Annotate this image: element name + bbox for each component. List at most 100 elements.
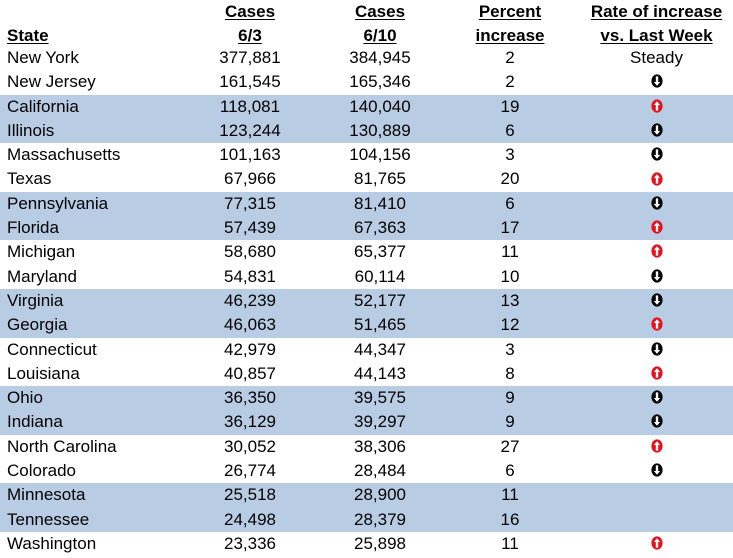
cases-6-10-column-header: Cases 6/10 bbox=[320, 0, 440, 48]
state-cell: Virginia bbox=[7, 290, 64, 310]
rate-text: Steady bbox=[630, 48, 683, 67]
rate-of-increase-cell bbox=[580, 192, 733, 216]
table-row: Ohio 36,350 39,575 9 bbox=[0, 386, 733, 411]
table-row: Maryland 54,831 60,114 10 bbox=[0, 265, 733, 289]
cases-6-3-cell: 40,857 bbox=[224, 363, 276, 383]
down-arrow-icon bbox=[650, 147, 663, 161]
state-cell: Illinois bbox=[7, 120, 55, 140]
state-cell: Massachusetts bbox=[7, 145, 121, 165]
percent-increase-cell: 6 bbox=[505, 120, 515, 140]
percent-increase-cell: 11 bbox=[501, 485, 519, 505]
cases-6-3-cell: 42,979 bbox=[224, 339, 276, 359]
percent-increase-cell: 6 bbox=[505, 193, 515, 213]
percent-increase-cell: 27 bbox=[500, 436, 520, 456]
cases-6-3-cell: 123,244 bbox=[219, 120, 281, 140]
rate-of-increase-cell bbox=[580, 338, 733, 362]
state-cell: California bbox=[7, 96, 79, 116]
cases-6-3-cell: 58,680 bbox=[224, 242, 276, 262]
percent-increase-column-header: Percent increase bbox=[445, 0, 575, 48]
cases-6-3-cell: 101,163 bbox=[219, 145, 281, 165]
rate-of-increase-cell bbox=[580, 313, 733, 337]
cases-6-3-cell: 46,063 bbox=[224, 315, 276, 335]
table-row: Michigan 58,680 65,377 11 bbox=[0, 240, 733, 264]
table-row: Illinois 123,244 130,889 6 bbox=[0, 118, 733, 144]
table-row: Massachusetts 101,163 104,156 3 bbox=[0, 143, 733, 167]
cases-6-10-header-line2: 6/10 bbox=[363, 26, 397, 45]
cases-6-3-cell: 30,052 bbox=[224, 436, 276, 456]
state-cell: Washington bbox=[7, 533, 97, 553]
cases-6-3-cell: 36,129 bbox=[224, 412, 276, 432]
cases-6-3-cell: 77,315 bbox=[224, 193, 276, 213]
percent-increase-cell: 11 bbox=[501, 533, 519, 553]
cases-6-10-cell: 44,347 bbox=[354, 339, 406, 359]
table-row: New York 377,881 384,945 2 Steady bbox=[0, 46, 733, 70]
down-arrow-icon bbox=[650, 463, 663, 477]
percent-increase-cell: 11 bbox=[501, 242, 519, 262]
table-row: Texas 67,966 81,765 20 bbox=[0, 167, 733, 191]
table-row: Indiana 36,129 39,297 9 bbox=[0, 410, 733, 435]
cases-6-3-cell: 24,498 bbox=[224, 509, 276, 529]
cases-6-10-cell: 104,156 bbox=[349, 145, 411, 165]
percent-increase-cell: 2 bbox=[505, 48, 515, 67]
rate-of-increase-cell bbox=[580, 167, 733, 191]
cases-6-10-cell: 38,306 bbox=[354, 436, 406, 456]
percent-increase-cell: 17 bbox=[500, 218, 520, 238]
cases-6-3-cell: 161,545 bbox=[219, 72, 281, 92]
cases-6-3-cell: 377,881 bbox=[219, 48, 281, 67]
rate-of-increase-cell bbox=[580, 410, 733, 434]
cases-6-3-header-line1: Cases bbox=[224, 2, 276, 21]
rate-of-increase-cell bbox=[580, 143, 733, 167]
percent-header-line2: increase bbox=[475, 26, 545, 45]
down-arrow-icon bbox=[650, 74, 663, 88]
cases-6-10-cell: 81,410 bbox=[354, 193, 406, 213]
rate-of-increase-cell bbox=[580, 70, 733, 94]
percent-increase-cell: 8 bbox=[505, 363, 515, 383]
cases-6-10-cell: 44,143 bbox=[354, 363, 406, 383]
cases-6-10-cell: 65,377 bbox=[354, 242, 406, 262]
state-cell: Georgia bbox=[7, 315, 68, 335]
up-arrow-icon bbox=[650, 536, 663, 550]
state-cell: Maryland bbox=[7, 266, 77, 286]
table-row: New Jersey 161,545 165,346 2 bbox=[0, 70, 733, 94]
state-cell: Florida bbox=[7, 218, 59, 238]
rate-of-increase-cell bbox=[580, 119, 733, 143]
percent-increase-cell: 20 bbox=[500, 169, 520, 189]
rate-of-increase-cell bbox=[580, 289, 733, 313]
percent-increase-cell: 6 bbox=[505, 461, 515, 481]
table-row: Washington 23,336 25,898 11 bbox=[0, 532, 733, 556]
rate-of-increase-cell bbox=[580, 435, 733, 459]
down-arrow-icon bbox=[650, 196, 663, 210]
cases-6-3-cell: 67,966 bbox=[224, 169, 276, 189]
rate-of-increase-cell bbox=[580, 362, 733, 386]
state-cell: Minnesota bbox=[7, 485, 86, 505]
rate-of-increase-cell bbox=[580, 240, 733, 264]
cases-6-10-cell: 81,765 bbox=[354, 169, 406, 189]
state-cell: Connecticut bbox=[7, 339, 97, 359]
percent-increase-cell: 16 bbox=[500, 509, 520, 529]
state-cell: North Carolina bbox=[7, 436, 117, 456]
percent-increase-cell: 19 bbox=[500, 96, 520, 116]
cases-6-10-cell: 384,945 bbox=[349, 48, 411, 67]
table-row: Colorado 26,774 28,484 6 bbox=[0, 459, 733, 483]
down-arrow-icon bbox=[650, 414, 663, 429]
cases-6-10-cell: 60,114 bbox=[354, 266, 406, 286]
up-arrow-icon bbox=[650, 171, 663, 186]
rate-of-increase-cell: Steady bbox=[580, 46, 733, 70]
percent-increase-cell: 9 bbox=[505, 388, 515, 408]
up-arrow-icon bbox=[650, 220, 663, 234]
cases-6-10-cell: 51,465 bbox=[354, 315, 406, 335]
down-arrow-icon bbox=[650, 293, 663, 307]
cases-6-3-cell: 23,336 bbox=[224, 533, 276, 553]
rate-header-line2: vs. Last Week bbox=[600, 26, 713, 45]
down-arrow-icon bbox=[650, 390, 663, 404]
percent-increase-cell: 12 bbox=[500, 315, 520, 335]
state-cell: New Jersey bbox=[7, 72, 96, 92]
cases-6-10-cell: 39,575 bbox=[354, 388, 406, 408]
rate-of-increase-column-header: Rate of increase vs. Last Week bbox=[580, 0, 733, 48]
down-arrow-icon bbox=[650, 123, 663, 137]
cases-6-10-header-line1: Cases bbox=[354, 2, 406, 21]
state-cell: Tennessee bbox=[7, 509, 90, 529]
state-cell: New York bbox=[7, 48, 79, 67]
percent-increase-cell: 3 bbox=[505, 145, 515, 165]
state-cell: Ohio bbox=[7, 388, 43, 408]
